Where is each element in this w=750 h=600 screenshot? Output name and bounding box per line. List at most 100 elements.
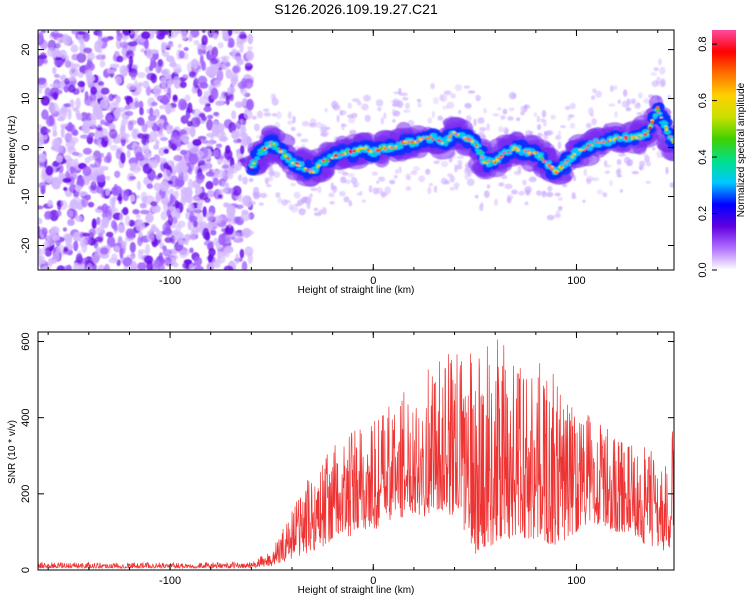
heatmap-halo-blob: [500, 115, 506, 120]
heatmap-halo-blob: [569, 102, 576, 110]
heatmap-noise-blob: [96, 173, 106, 183]
heatmap-noise-blob: [57, 201, 62, 211]
heatmap-noise-blob: [91, 218, 97, 229]
heatmap-halo-blob: [545, 191, 554, 198]
heatmap-halo-blob: [562, 183, 568, 188]
heatmap-noise-blob: [150, 60, 157, 69]
heatmap-noise-blob: [58, 172, 64, 185]
heatmap-halo-blob: [507, 116, 514, 121]
heatmap-noise-blob: [159, 104, 166, 110]
heatmap-ridge-blob: [661, 121, 669, 126]
heatmap-noise-blob: [227, 30, 233, 37]
heatmap-ridge-blob: [588, 145, 593, 151]
heatmap-noise-blob: [230, 210, 235, 219]
heatmap-ridge-blob: [252, 162, 256, 165]
heatmap-noise-blob: [246, 98, 254, 111]
heatmap-halo-blob: [466, 178, 475, 186]
heatmap-halo-blob: [608, 103, 616, 107]
heatmap-noise-blob: [126, 149, 131, 159]
heatmap-halo-blob: [380, 117, 384, 125]
heatmap-noise-blob: [179, 249, 188, 259]
heatmap-ridge-blob: [259, 151, 263, 154]
heatmap-halo-blob: [260, 192, 267, 199]
heatmap-halo-blob: [433, 97, 439, 105]
heatmap-noise-blob: [60, 126, 65, 139]
heatmap-halo-blob: [398, 166, 402, 174]
heatmap-noise-blob: [151, 204, 161, 213]
heatmap-noise-blob: [201, 30, 206, 34]
heatmap-ridge-blob: [274, 144, 278, 147]
heatmap-noise-blob: [119, 247, 124, 259]
heatmap-noise-blob: [155, 139, 160, 146]
heatmap-noise-blob: [198, 96, 209, 105]
heatmap-noise-blob: [183, 47, 189, 51]
heatmap-halo-blob: [324, 108, 328, 113]
heatmap-noise-blob: [79, 134, 90, 139]
heatmap-halo-blob: [658, 58, 662, 66]
heatmap-ridge-blob: [587, 140, 594, 146]
heatmap-noise-blob: [198, 192, 209, 201]
heatmap-noise-blob: [240, 78, 248, 88]
heatmap-halo-blob: [258, 202, 264, 206]
heatmap-ridge-blob: [439, 140, 443, 142]
heatmap-noise-blob: [174, 182, 182, 190]
heatmap-noise-blob: [83, 47, 93, 54]
heatmap-noise-blob: [172, 262, 179, 268]
heatmap-noise-blob: [246, 50, 254, 59]
heatmap-halo-blob: [609, 85, 614, 92]
heatmap-halo-blob: [537, 124, 542, 131]
heatmap-noise-blob: [52, 181, 61, 190]
heatmap-noise-blob: [141, 31, 151, 40]
heatmap-noise-blob: [116, 55, 124, 63]
heatmap-noise-blob: [232, 65, 241, 74]
heatmap-ridge-blob: [609, 138, 612, 142]
colorbar: 0.0 0.2 0.4 0.6 0.8 Normalized spectral ampl…: [697, 30, 747, 278]
heatmap-halo-blob: [494, 198, 498, 206]
heatmap-noise-blob: [117, 224, 126, 234]
heatmap-halo-blob: [604, 170, 611, 174]
heatmap-halo-blob: [313, 207, 318, 212]
heatmap-halo-blob: [361, 103, 369, 111]
heatmap-halo-blob: [457, 159, 463, 167]
heatmap-noise-blob: [227, 42, 234, 48]
heatmap-halo-blob: [614, 111, 618, 118]
snr-frame: [37, 331, 675, 571]
heatmap-noise-blob: [210, 87, 219, 100]
heatmap-noise-blob: [137, 262, 147, 270]
heatmap-noise-blob: [234, 101, 243, 108]
heatmap-halo-blob: [555, 135, 562, 140]
heatmap-noise-blob: [232, 30, 241, 35]
heatmap-halo-blob: [308, 123, 315, 127]
heatmap-halo-blob: [524, 186, 532, 194]
heatmap-halo-blob: [569, 122, 576, 129]
heatmap-noise-blob: [221, 30, 226, 36]
heatmap-noise-blob: [215, 155, 225, 160]
heatmap-halo-blob: [653, 67, 659, 72]
heatmap-noise-blob: [67, 218, 75, 226]
heatmap-noise-blob: [233, 216, 241, 224]
heatmap-noise-blob: [145, 85, 152, 96]
heatmap-noise-blob: [193, 77, 199, 89]
heatmap-noise-blob: [82, 120, 93, 128]
heatmap-noise-blob: [86, 52, 96, 61]
heatmap-halo-blob: [502, 126, 509, 134]
x-tick-label: -100: [159, 275, 181, 287]
heatmap-halo-blob: [447, 173, 453, 178]
y-tick-label: 0: [20, 567, 32, 573]
heatmap-noise-blob: [124, 110, 134, 116]
heatmap-ridge-blob: [426, 137, 430, 140]
heatmap-ridge-blob: [502, 151, 506, 155]
heatmap-halo-blob: [586, 175, 594, 182]
snr-line-path: [38, 339, 674, 570]
heatmap-halo-blob: [449, 186, 456, 191]
heatmap-ridge-blob: [666, 133, 670, 135]
heatmap-noise-blob: [44, 210, 52, 220]
heatmap-noise-blob: [202, 206, 207, 218]
heatmap-halo-blob: [394, 168, 399, 175]
heatmap-ridge-blob: [343, 151, 346, 155]
heatmap-ridge-blob: [596, 141, 600, 143]
heatmap-halo-blob: [417, 102, 422, 108]
heatmap-noise-blob: [65, 249, 73, 256]
heatmap-noise-blob: [74, 185, 82, 192]
